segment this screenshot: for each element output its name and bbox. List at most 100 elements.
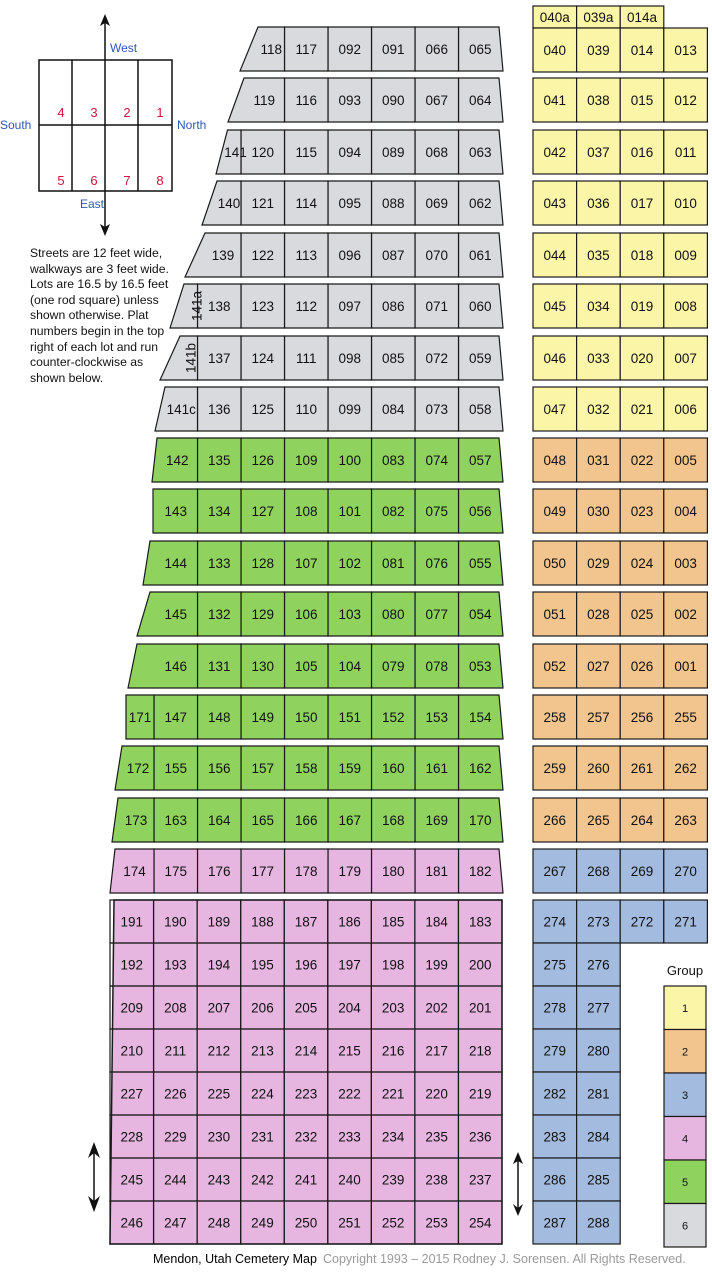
lot-cell[interactable]: 049 [532,488,578,534]
lot-cell[interactable]: 098 [327,335,373,381]
lot-cell[interactable]: 026 [619,643,665,689]
lot-cell[interactable]: 077 [414,591,460,637]
lot-cell[interactable]: 031 [575,437,621,483]
lot-cell[interactable]: 255 [663,694,708,740]
lot-cell[interactable]: 147 [153,694,199,740]
lot-cell[interactable]: 089 [370,129,416,175]
lot-cell[interactable]: 172 [114,745,155,791]
lot-cell[interactable]: 128 [240,540,286,586]
lot-cell[interactable]: 038 [575,77,621,123]
lot-cell[interactable]: 277 [575,985,621,1030]
lot-cell[interactable]: 124 [240,335,286,381]
lot-cell[interactable]: 113 [283,232,329,278]
lot-cell[interactable]: 070 [414,232,460,278]
lot-cell[interactable]: 064 [457,77,504,123]
lot-cell[interactable]: 165 [240,797,286,843]
lot-cell[interactable]: 142 [151,437,199,483]
lot-cell[interactable]: 178 [283,848,329,894]
lot-cell[interactable]: 141 [215,129,247,175]
lot-cell[interactable]: 130 [240,643,286,689]
lot-cell[interactable]: 129 [240,591,286,637]
lot-cell[interactable]: 167 [327,797,373,843]
lot-cell[interactable]: 103 [327,591,373,637]
lot-cell[interactable]: 074 [414,437,460,483]
lot-cell[interactable]: 254 [457,1200,503,1245]
lot-cell[interactable]: 046 [532,335,578,381]
lot-cell[interactable]: 086 [370,283,416,329]
lot-cell[interactable]: 177 [240,848,286,894]
lot-cell[interactable]: 052 [532,643,578,689]
lot-cell[interactable]: 061 [457,232,504,278]
lot-cell[interactable]: 169 [414,797,460,843]
lot-cell[interactable]: 057 [457,437,504,483]
lot-cell[interactable]: 168 [370,797,416,843]
lot-cell[interactable]: 011 [663,129,708,175]
lot-cell[interactable]: 060 [457,283,504,329]
lot-cell[interactable]: 118 [239,26,286,72]
lot-cell[interactable]: 121 [240,180,286,226]
lot-cell[interactable]: 030 [575,488,621,534]
lot-cell[interactable]: 006 [663,386,708,432]
lot-cell[interactable]: 271 [663,899,708,944]
lot-cell[interactable]: 127 [240,488,286,534]
lot-cell[interactable]: 075 [414,488,460,534]
lot-cell[interactable]: 109 [283,437,329,483]
lot-cell[interactable]: 156 [196,745,242,791]
lot-cell[interactable]: 076 [414,540,460,586]
lot-cell[interactable]: 136 [196,386,242,432]
lot-cell[interactable]: 002 [663,591,708,637]
lot-cell[interactable]: 140 [201,180,242,226]
lot-cell[interactable]: 133 [196,540,242,586]
lot-cell[interactable]: 056 [457,488,504,534]
lot-cell[interactable]: 280 [575,1028,621,1073]
lot-cell[interactable]: 112 [283,283,329,329]
lot-cell[interactable]: 157 [240,745,286,791]
lot-cell[interactable]: 068 [414,129,460,175]
lot-cell[interactable]: 018 [619,232,665,278]
lot-cell[interactable]: 010 [663,180,708,226]
lot-cell[interactable]: 266 [532,797,578,843]
lot-cell[interactable]: 035 [575,232,621,278]
lot-cell[interactable]: 095 [327,180,373,226]
lot-cell[interactable]: 258 [532,694,578,740]
lot-cell[interactable]: 275 [532,942,578,987]
lot-cell[interactable]: 050 [532,540,578,586]
lot-cell[interactable]: 039a [575,5,621,29]
lot-cell[interactable]: 153 [414,694,460,740]
lot-cell[interactable]: 139 [184,232,242,278]
lot-cell[interactable]: 174 [109,848,155,894]
lot-cell[interactable]: 279 [532,1028,578,1073]
lot-cell[interactable]: 123 [240,283,286,329]
lot-cell[interactable]: 158 [283,745,329,791]
lot-cell[interactable]: 025 [619,591,665,637]
lot-cell[interactable]: 014a [619,5,665,29]
lot-cell[interactable]: 021 [619,386,665,432]
lot-cell[interactable]: 115 [283,129,329,175]
lot-cell[interactable]: 261 [619,745,665,791]
lot-cell[interactable]: 019 [619,283,665,329]
lot-cell[interactable]: 281 [575,1071,621,1116]
lot-cell[interactable]: 013 [663,27,708,73]
lot-cell[interactable]: 012 [663,77,708,123]
lot-cell[interactable]: 096 [327,232,373,278]
lot-cell[interactable]: 154 [457,694,504,740]
lot-cell[interactable]: 023 [619,488,665,534]
lot-cell[interactable]: 091 [370,26,416,72]
lot-cell[interactable]: 099 [327,386,373,432]
lot-cell[interactable]: 005 [663,437,708,483]
lot-cell[interactable]: 269 [619,848,665,894]
lot-cell[interactable]: 122 [240,232,286,278]
lot-cell[interactable]: 093 [327,77,373,123]
lot-cell[interactable]: 053 [457,643,504,689]
lot-cell[interactable]: 257 [575,694,621,740]
lot-cell[interactable]: 058 [457,386,504,432]
lot-cell[interactable]: 042 [532,129,578,175]
lot-cell[interactable]: 151 [327,694,373,740]
lot-cell[interactable]: 256 [619,694,665,740]
lot-cell[interactable]: 107 [283,540,329,586]
lot-cell[interactable]: 051 [532,591,578,637]
lot-cell[interactable]: 073 [414,386,460,432]
lot-cell[interactable]: 287 [532,1200,578,1245]
lot-cell[interactable]: 285 [575,1157,621,1202]
lot-cell[interactable]: 111 [283,335,329,381]
